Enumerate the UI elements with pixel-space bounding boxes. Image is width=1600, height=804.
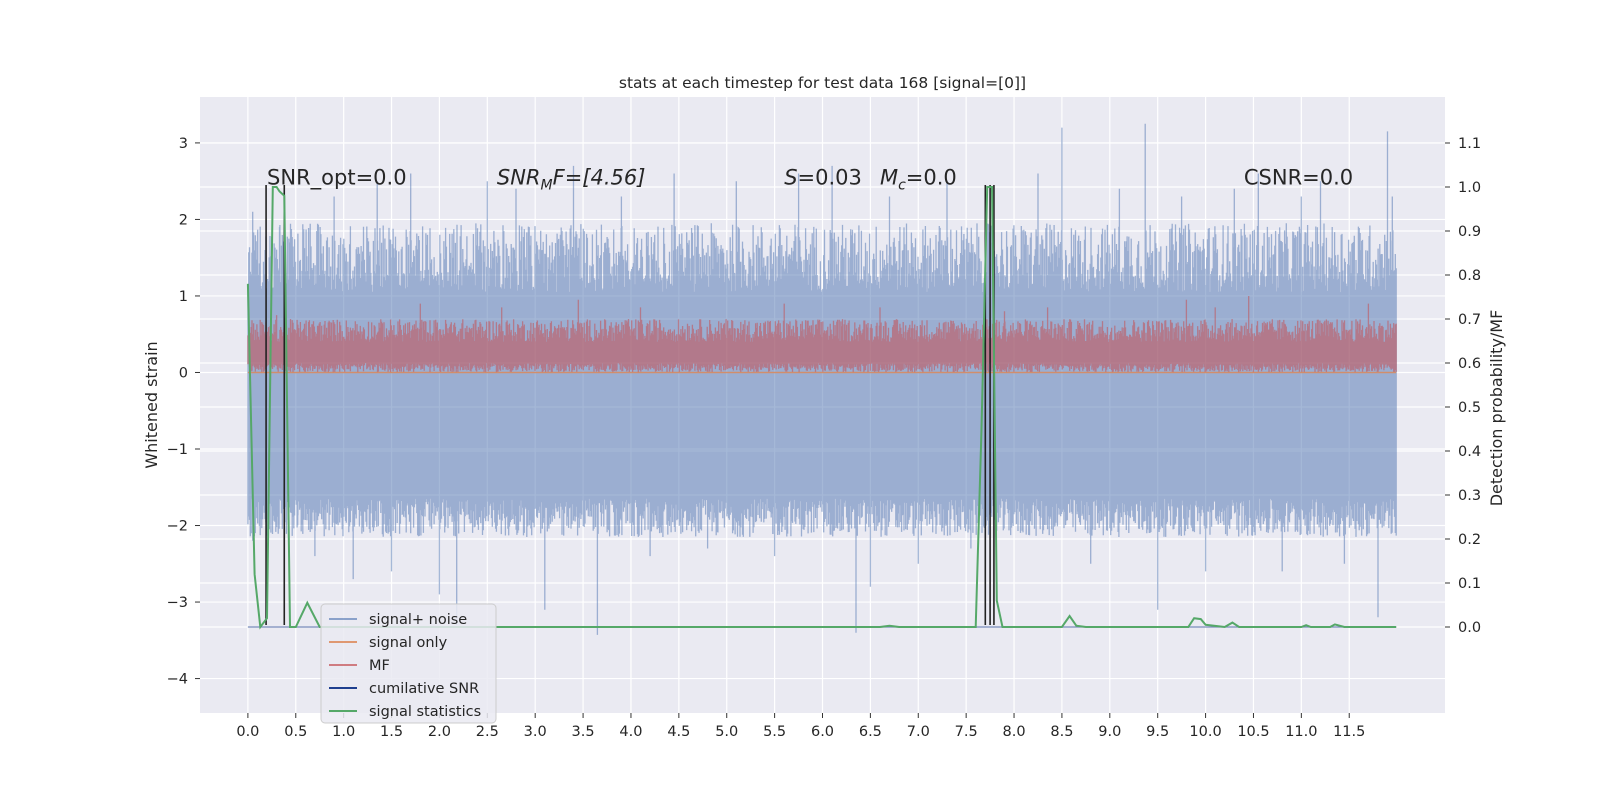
x-tick-label: 9.5	[1146, 724, 1169, 740]
legend-box	[320, 603, 497, 724]
legend-label: signal only	[369, 635, 448, 651]
annotation: S=0.03	[784, 165, 862, 189]
x-tick-label: 2.0	[428, 724, 451, 740]
x-tick-label: 11.0	[1285, 724, 1317, 740]
y-tick-label-right: 0.4	[1458, 444, 1481, 460]
axes: 0.0 0.5 1.0 1.5 2.0 2.5 3.0 3.5 4.0 4.5 5.0 5.5 6.0 6…	[167, 136, 1481, 740]
y-tick-label-right: 0.6	[1458, 356, 1481, 372]
y-tick-label: −4	[167, 672, 188, 688]
x-tick-label: 10.0	[1189, 724, 1221, 740]
legend-label: signal+ noise	[369, 612, 467, 628]
y-tick-label-right: 0.5	[1458, 400, 1481, 416]
legend-label: cumilative SNR	[369, 681, 479, 697]
y-axis-label-right: Detection probability/MF	[1487, 310, 1506, 507]
annotation-tail: =0.0	[906, 165, 957, 189]
annotation-sub: c	[898, 177, 906, 193]
series-mf	[247, 296, 1397, 373]
x-tick-label: 10.5	[1237, 724, 1269, 740]
annotation: SNR_opt=0.0	[267, 165, 407, 190]
y-tick-label-right: 0.2	[1458, 532, 1481, 548]
annotation-main: SNR_opt=0.0	[267, 165, 407, 190]
annotation-main: S	[784, 165, 797, 189]
x-tick-label: 0.0	[236, 724, 259, 740]
y-tick-label: −3	[167, 595, 188, 611]
x-tick-label: 8.5	[1050, 724, 1073, 740]
y-tick-label-right: 1.0	[1458, 180, 1481, 196]
legend-label: MF	[369, 658, 390, 674]
x-tick-label: 6.0	[811, 724, 834, 740]
y-tick-label: −1	[167, 442, 188, 458]
annotation-main: M	[880, 165, 898, 189]
y-tick-label-right: 0.0	[1458, 620, 1481, 636]
legend-label: signal statistics	[369, 704, 481, 720]
x-tick-label: 4.5	[667, 724, 690, 740]
annotation-tail: =0.03	[798, 165, 862, 189]
y-tick-label-right: 0.8	[1458, 268, 1481, 284]
annotation-tail: F=[4.56]	[553, 165, 646, 189]
chart-title: stats at each timestep for test data 168…	[619, 74, 1026, 92]
y-tick-label-right: 0.3	[1458, 488, 1481, 504]
x-tick-label: 0.5	[284, 724, 307, 740]
x-tick-label: 7.5	[955, 724, 978, 740]
y-tick-label-right: 0.1	[1458, 576, 1481, 592]
x-tick-label: 9.0	[1098, 724, 1121, 740]
y-tick-label: 1	[179, 289, 188, 305]
x-tick-label: 3.5	[572, 724, 595, 740]
y-tick-label: 3	[179, 136, 188, 152]
x-tick-label: 4.0	[619, 724, 642, 740]
x-tick-label: 5.0	[715, 724, 738, 740]
y-tick-label-right: 0.7	[1458, 312, 1481, 328]
annotations: SNR_opt=0.0 SNRMF=[4.56] S=0.03 Mc=0.0 CSNR=…	[267, 165, 1353, 193]
x-tick-label: 5.5	[763, 724, 786, 740]
annotation: CSNR=0.0	[1244, 165, 1353, 189]
y-tick-label: 0	[179, 365, 188, 381]
y-tick-label-right: 1.1	[1458, 136, 1481, 152]
x-tick-label: 1.5	[380, 724, 403, 740]
x-tick-label: 8.0	[1003, 724, 1026, 740]
y-tick-label-right: 0.9	[1458, 224, 1481, 240]
series-signal-statistics	[246, 186, 1397, 630]
x-tick-label: 2.5	[476, 724, 499, 740]
x-tick-label: 6.5	[859, 724, 882, 740]
y-tick-label: 2	[179, 212, 188, 228]
annotation-main: CSNR=0.0	[1244, 165, 1353, 189]
x-tick-label: 1.0	[332, 724, 355, 740]
y-tick-label: −2	[167, 519, 188, 535]
annotation: SNRMF=[4.56]	[497, 165, 646, 193]
x-tick-label: 3.0	[524, 724, 547, 740]
annotation-main: SNR	[497, 165, 541, 189]
x-tick-label: 11.5	[1333, 724, 1365, 740]
annotation: Mc=0.0	[880, 165, 957, 193]
y-axis-label-left: Whitened strain	[142, 341, 161, 468]
annotation-sub: M	[541, 177, 553, 193]
x-tick-label: 7.0	[907, 724, 930, 740]
series-layer	[246, 123, 1397, 635]
legend: signal+ noise signal only MF cumilative SNR…	[320, 603, 497, 724]
